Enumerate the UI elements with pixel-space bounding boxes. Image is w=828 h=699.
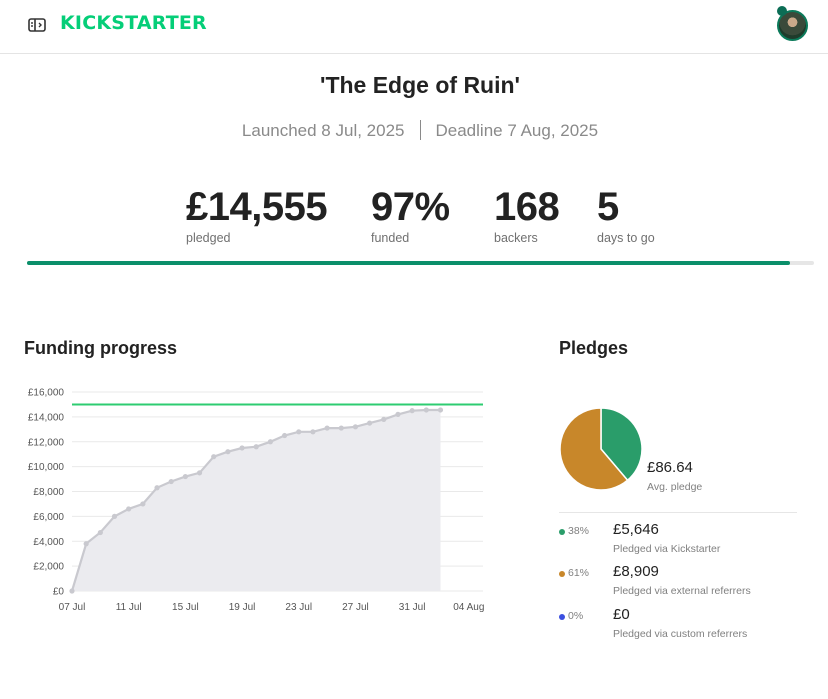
pledge-amount: £5,646 [613,521,659,538]
stat-value: £14,555 [186,185,328,229]
data-point [310,429,316,435]
pledges-title: Pledges [559,338,629,358]
pledge-source-custom: 0% £0 Pledged via custom referrers [559,606,819,643]
data-point [111,513,118,519]
y-tick-label: £10,000 [28,462,65,473]
stat-backers: 168 backers [494,184,560,245]
data-point [381,416,387,422]
top-navigation-bar: KICKSTARTER [0,0,828,54]
legend-dot [559,529,565,535]
funding-progress-bar [27,261,814,265]
funding-progress-fill [27,261,791,265]
x-tick-label: 27 Jul [342,602,369,613]
launch-date: Launched 8 Jul, 2025 [241,121,405,140]
data-point [225,449,231,455]
pie-slice [559,407,629,491]
x-tick-label: 04 Aug [453,602,484,613]
data-point [69,588,75,594]
data-point [409,408,415,414]
data-point [437,407,444,413]
data-point [168,478,174,485]
pledges-pie-chart [559,407,643,491]
average-pledge-label: Avg. pledge [647,481,703,493]
data-point [182,473,188,480]
date-separator [419,120,421,140]
x-tick-label: 31 Jul [399,602,426,613]
y-tick-label: £8,000 [33,487,64,498]
x-tick-label: 19 Jul [229,602,256,613]
pledge-percent: 61% [568,567,590,579]
pledge-source-external: 61% £8,909 Pledged via external referrer… [559,563,819,600]
data-point [211,454,217,460]
pledge-source-kickstarter: 38% £5,646 Pledged via Kickstarter [559,521,819,558]
data-point [352,424,359,430]
notification-dot [777,6,787,16]
pledge-amount: £8,909 [613,563,659,580]
legend-dot [559,614,565,620]
stat-label: funded [371,231,410,245]
funding-area [72,410,441,591]
pledge-percent: 38% [568,525,590,537]
y-tick-label: £2,000 [33,562,64,573]
x-tick-label: 23 Jul [285,602,312,613]
funding-progress-title: Funding progress [24,338,177,358]
stat-value: 97% [371,185,450,229]
stat-value: 168 [494,185,560,229]
y-tick-label: £12,000 [28,437,65,448]
data-point [296,429,302,435]
stat-pledged: £14,555 pledged [186,184,328,245]
data-point [367,420,373,426]
x-tick-label: 15 Jul [172,602,199,613]
deadline-date: Deadline 7 Aug, 2025 [435,121,599,140]
stat-funded: 97% funded [371,184,450,245]
stat-days-to-go: 5 days to go [597,184,655,245]
data-point [253,444,259,450]
divider [559,512,797,513]
y-tick-label: £6,000 [33,512,64,523]
data-point [281,432,288,439]
stat-label: pledged [186,231,231,245]
legend-dot [559,571,565,577]
data-point [239,445,245,451]
kickstarter-logo[interactable]: KICKSTARTER [60,12,207,34]
data-point [324,425,330,431]
project-title: 'The Edge of Ruin' [319,72,521,98]
y-tick-label: £14,000 [28,412,65,423]
data-point [423,407,429,413]
project-dates: Launched 8 Jul, 2025 Deadline 7 Aug, 2025 [0,120,828,141]
average-pledge-value: £86.64 [647,459,693,476]
pledge-description: Pledged via external referrers [613,585,751,597]
data-point [338,425,344,431]
stat-label: days to go [597,231,655,245]
x-tick-label: 11 Jul [116,602,142,613]
data-point [196,470,203,476]
data-point [83,541,89,547]
stat-label: backers [494,231,538,245]
y-tick-label: £4,000 [33,537,64,548]
pledge-description: Pledged via Kickstarter [613,543,721,555]
y-tick-label: £16,000 [28,388,65,399]
data-point [267,439,274,445]
pledge-description: Pledged via custom referrers [613,628,748,640]
pie-slice [600,407,643,482]
data-point [395,411,401,417]
sidebar-toggle-icon[interactable] [27,16,47,34]
pledge-percent: 0% [568,610,584,622]
data-point [97,529,103,536]
funding-progress-chart: £0 £2,000 £4,000 £6,000 £8,000 £10,000 £12,000… [28,388,485,614]
pledge-amount: £0 [613,606,630,623]
y-tick-label: £0 [53,587,65,598]
data-point [154,485,160,491]
x-tick-label: 07 Jul [59,602,86,613]
stat-value: 5 [597,185,619,229]
data-point [126,506,132,512]
data-point [140,501,146,507]
